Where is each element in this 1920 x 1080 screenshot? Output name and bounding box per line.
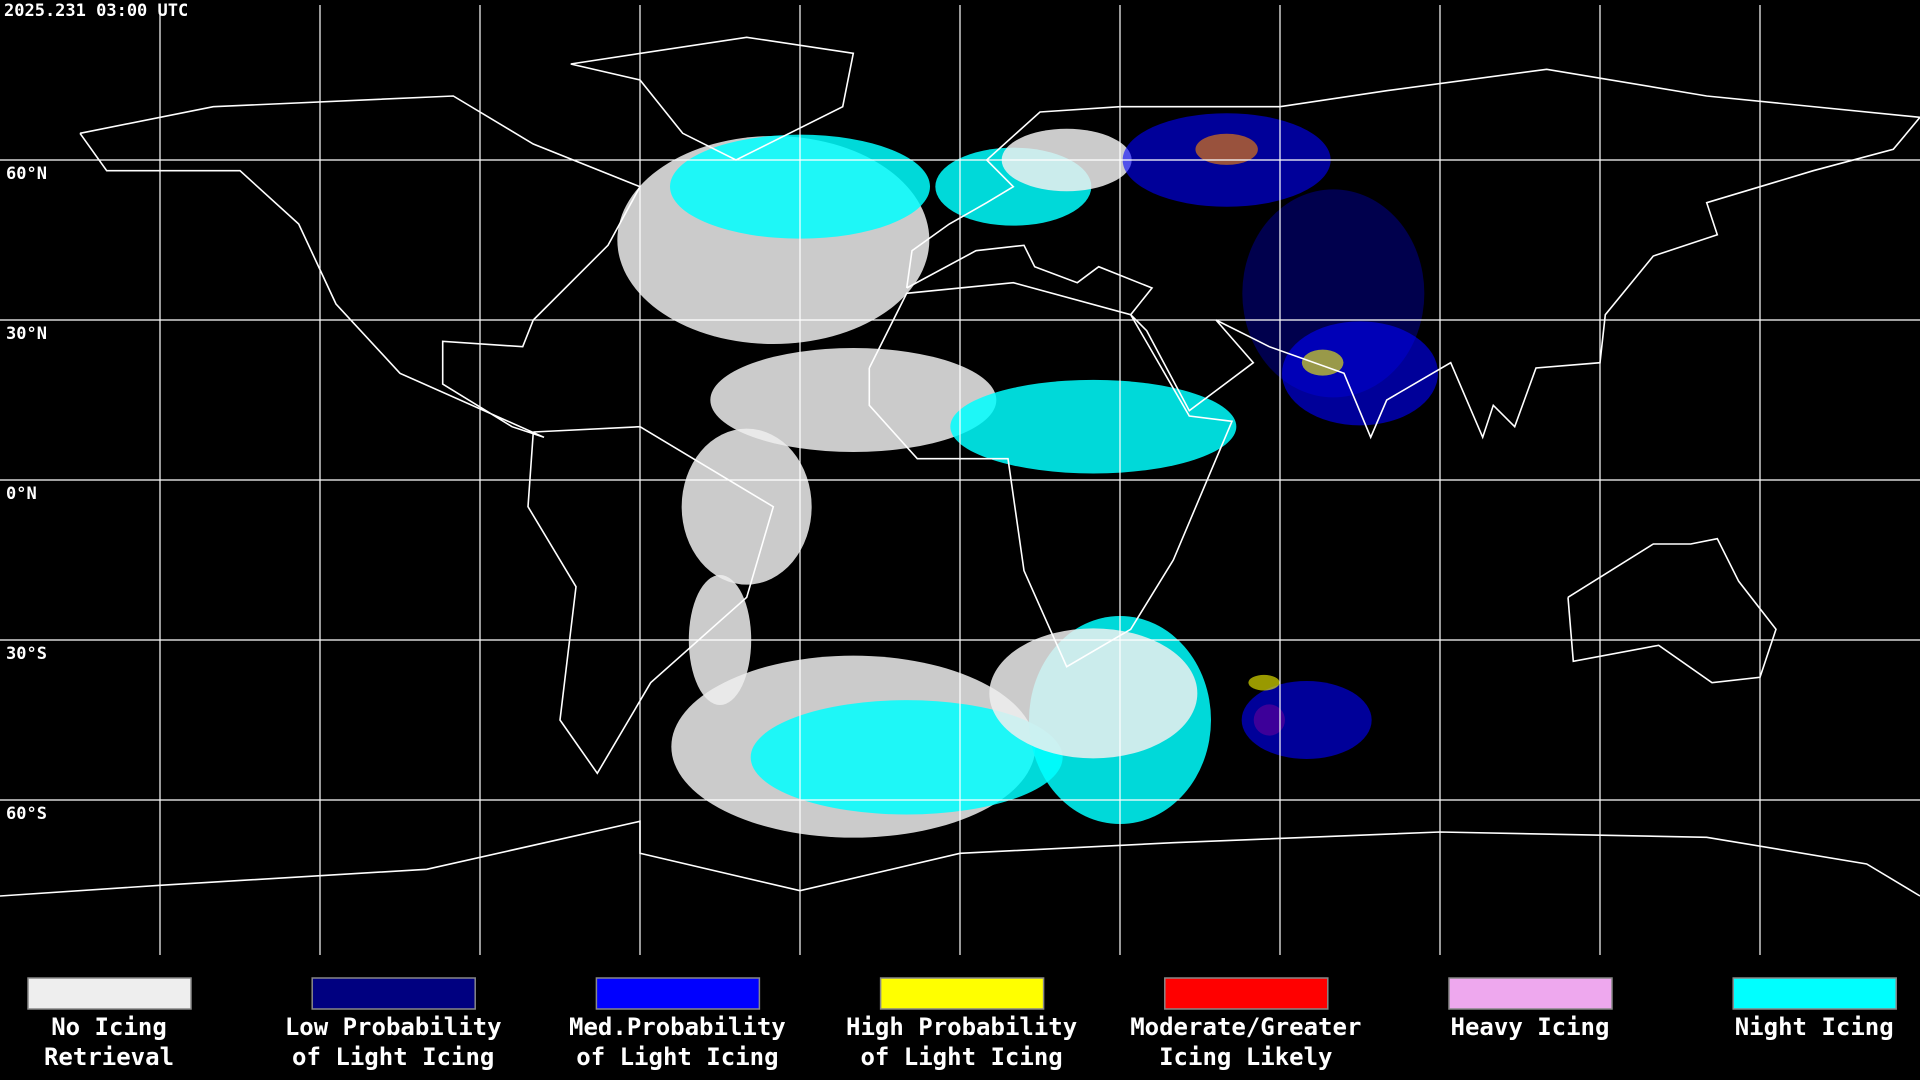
legend-swatch [595, 977, 761, 1010]
latitude-label: 60°N [6, 164, 47, 184]
legend-label: Retrieval [44, 1043, 174, 1071]
legend-label: Heavy Icing [1451, 1013, 1610, 1041]
legend-label: of Light Icing [576, 1043, 778, 1071]
graticule [0, 5, 1920, 960]
cloud-region [950, 379, 1237, 474]
icing-imagery [617, 106, 1472, 838]
latitude-label: 30°S [6, 644, 47, 664]
legend-swatch [1732, 977, 1897, 1010]
legend-swatch [1448, 977, 1613, 1010]
legend-label: High Probability [846, 1013, 1077, 1041]
icing-region [1282, 321, 1438, 426]
latitude-labels: 60°N 30°N 0°N 30°S 60°S [6, 164, 47, 824]
legend-swatch [1164, 977, 1329, 1010]
coastline [1567, 537, 1777, 684]
coastline [570, 36, 855, 161]
coastline [0, 820, 1920, 897]
timestamp: 2025.231 03:00 UTC [4, 1, 188, 21]
legend-swatch [879, 977, 1045, 1010]
coastline [905, 68, 1920, 440]
cloud-region [750, 700, 1063, 815]
latitude-label: 0°N [6, 484, 37, 504]
legend-label: Moderate/Greater [1130, 1013, 1361, 1041]
coastline [79, 95, 642, 439]
coastline [527, 425, 775, 775]
latitude-label: 30°N [6, 324, 47, 344]
legend-label: Med.Probability [569, 1013, 786, 1041]
legend-swatch [311, 977, 476, 1010]
legend-label: Icing Likely [1159, 1043, 1332, 1071]
coastline [868, 281, 1234, 668]
cloud-region [989, 628, 1198, 759]
icing-region [1248, 674, 1280, 691]
icing-region [1195, 133, 1258, 165]
cloud-region [681, 428, 812, 585]
icing-region [1241, 681, 1372, 759]
cloud-region [710, 348, 997, 452]
icing-region [1301, 349, 1344, 376]
latitude-label: 60°S [6, 804, 47, 824]
legend-label: No Icing [51, 1013, 167, 1041]
legend-swatch [27, 977, 192, 1010]
legend-label: of Light Icing [292, 1043, 494, 1071]
legend-label: of Light Icing [860, 1043, 1062, 1071]
coastlines [0, 36, 1920, 897]
legend-label: Night Icing [1735, 1013, 1894, 1041]
legend-label: Low Probability [285, 1013, 502, 1041]
